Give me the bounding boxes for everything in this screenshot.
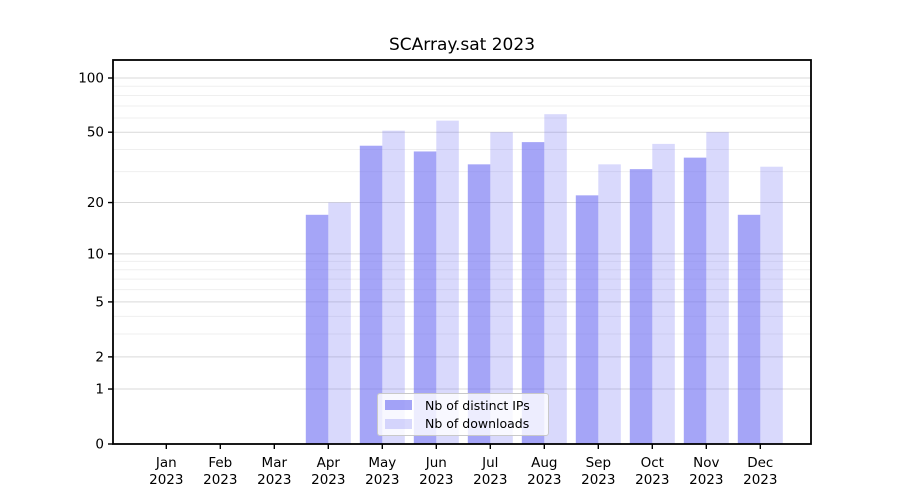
- bar-distinct-ips-jun: [413, 151, 437, 444]
- bar-downloads-oct: [652, 143, 675, 444]
- x-tick-label-year: 2023: [581, 472, 615, 488]
- x-tick-label-month: Aug: [531, 455, 557, 471]
- bar-distinct-ips-nov: [683, 157, 707, 444]
- x-tick-label-month: Dec: [747, 455, 773, 471]
- x-tick-label-year: 2023: [473, 472, 507, 488]
- y-tick-label: 1: [95, 382, 104, 398]
- bar-downloads-may: [382, 130, 405, 444]
- x-tick-label-month: Nov: [693, 455, 719, 471]
- x-tick-label-month: Mar: [262, 455, 288, 471]
- y-tick-label: 20: [87, 195, 104, 211]
- bar-downloads-aug: [544, 114, 567, 444]
- legend-label-downloads: Nb of downloads: [425, 416, 530, 432]
- bar-distinct-ips-aug: [521, 142, 545, 445]
- chart-title: SCArray.sat 2023: [388, 35, 536, 55]
- x-tick-label-year: 2023: [365, 472, 399, 488]
- x-tick-label-month: Jun: [425, 455, 447, 471]
- x-tick-label-month: May: [368, 455, 396, 471]
- bar-downloads-dec: [760, 166, 783, 444]
- x-tick-label-month: Jan: [155, 455, 177, 471]
- x-tick-label-year: 2023: [635, 472, 669, 488]
- legend-entry-downloads: Nb of downloads: [385, 416, 540, 433]
- bar-downloads-sep: [598, 164, 621, 444]
- bar-distinct-ips-sep: [575, 195, 599, 444]
- legend-swatch-downloads: [385, 418, 412, 429]
- legend-entry-distinct-ips: Nb of distinct IPs: [385, 397, 540, 414]
- y-tick-label: 100: [78, 71, 104, 87]
- x-tick-label-year: 2023: [149, 472, 183, 488]
- bar-distinct-ips-dec: [737, 214, 761, 444]
- bar-downloads-jul: [490, 132, 513, 444]
- bar-downloads-nov: [706, 132, 729, 444]
- x-tick-label-year: 2023: [419, 472, 453, 488]
- y-tick-label: 5: [95, 294, 104, 310]
- y-tick-label: 0: [95, 437, 104, 453]
- x-tick-label-year: 2023: [257, 472, 291, 488]
- bar-distinct-ips-apr: [305, 214, 329, 444]
- x-tick-label-year: 2023: [689, 472, 723, 488]
- y-tick-label: 10: [87, 246, 104, 262]
- x-tick-label-month: Apr: [317, 455, 341, 471]
- x-tick-label-month: Oct: [641, 455, 664, 471]
- y-tick-label: 2: [95, 349, 104, 365]
- x-tick-label-year: 2023: [743, 472, 777, 488]
- legend-swatch-distinct-ips: [385, 400, 412, 411]
- x-tick-label-year: 2023: [203, 472, 237, 488]
- y-tick-label: 50: [87, 125, 104, 141]
- x-tick-label-month: Sep: [586, 455, 611, 471]
- legend: Nb of distinct IPs Nb of downloads: [377, 393, 549, 436]
- x-tick-label-year: 2023: [311, 472, 345, 488]
- x-tick-label-month: Feb: [208, 455, 232, 471]
- bar-downloads-apr: [328, 202, 351, 444]
- x-tick-label-month: Jul: [481, 455, 498, 471]
- x-tick-label-year: 2023: [527, 472, 561, 488]
- bar-downloads-jun: [436, 120, 459, 444]
- axis-spines: [112, 59, 812, 445]
- bar-distinct-ips-may: [359, 145, 383, 444]
- bar-distinct-ips-oct: [629, 169, 653, 444]
- bar-distinct-ips-jul: [467, 164, 491, 444]
- legend-label-distinct-ips: Nb of distinct IPs: [425, 397, 530, 413]
